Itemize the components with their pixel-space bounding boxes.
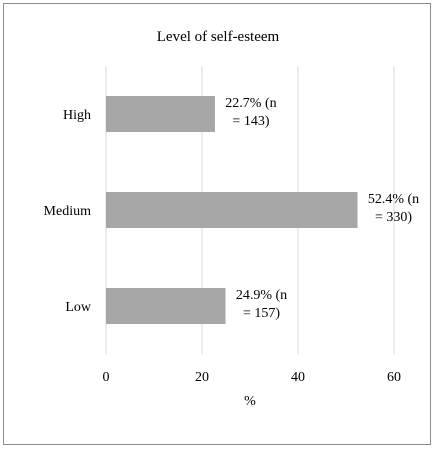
data-labels: 22.7% (n = 143) 52.4% (n = 330) 24.9% (n = 15… (225, 96, 419, 321)
bars (106, 96, 358, 324)
category-label: High (63, 108, 91, 123)
x-tick-label: 20 (195, 370, 209, 385)
bar-high (106, 96, 215, 132)
data-label: 52.4% (n = 330) (368, 192, 419, 225)
data-label-line: = 143) (232, 114, 269, 129)
data-label: 24.9% (n = 157) (236, 288, 287, 321)
category-label: Low (65, 300, 92, 315)
category-labels: High Medium Low (44, 108, 92, 315)
data-label-line: 52.4% (n (368, 192, 419, 207)
data-label-line: = 157) (243, 306, 280, 321)
category-label: Medium (44, 204, 92, 219)
data-label: 22.7% (n = 143) (225, 96, 276, 129)
x-axis-label: % (244, 394, 256, 409)
x-tick-label: 40 (291, 370, 305, 385)
data-label-line: 22.7% (n (225, 96, 276, 111)
data-label-line: 24.9% (n (236, 288, 287, 303)
x-tick-label: 60 (387, 370, 401, 385)
chart-title: Level of self-esteem (157, 29, 280, 45)
bar-low (106, 288, 226, 324)
x-tick-labels: 0 20 40 60 (103, 370, 402, 385)
bar-medium (106, 192, 358, 228)
x-tick-label: 0 (103, 370, 110, 385)
data-label-line: = 330) (375, 210, 412, 225)
